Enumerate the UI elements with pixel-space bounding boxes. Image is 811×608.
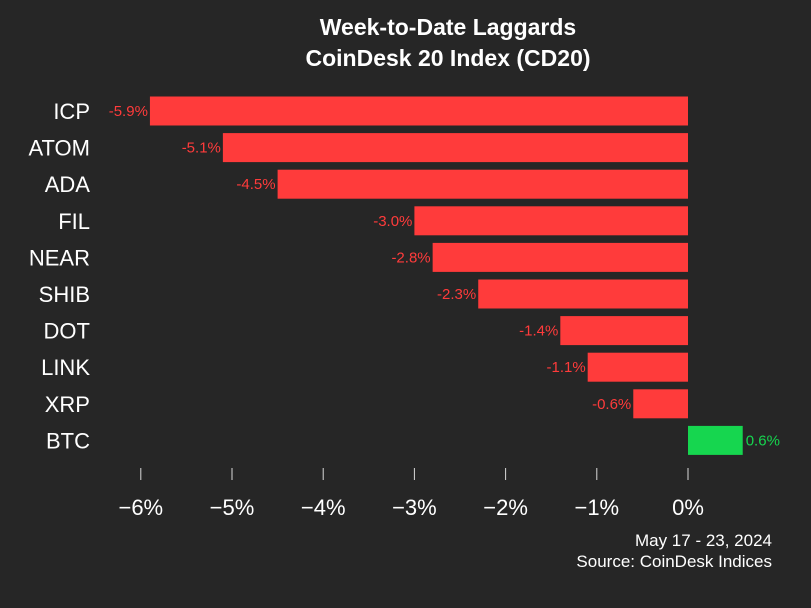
source-note: Source: CoinDesk Indices xyxy=(576,552,772,571)
category-label-shib: SHIB xyxy=(39,282,90,307)
category-label-icp: ICP xyxy=(53,99,90,124)
date-range: May 17 - 23, 2024 xyxy=(635,531,772,550)
bar-icp xyxy=(149,96,689,126)
bar-dot xyxy=(560,316,688,346)
bar-shib xyxy=(478,279,688,309)
category-label-link: LINK xyxy=(41,355,90,380)
category-label-btc: BTC xyxy=(46,428,90,453)
category-label-fil: FIL xyxy=(58,209,90,234)
bar-btc xyxy=(688,425,743,455)
bar-atom xyxy=(222,133,688,163)
value-label-fil: -3.0% xyxy=(373,213,412,230)
bar-near xyxy=(432,242,688,272)
chart-title: Week-to-Date Laggards xyxy=(320,14,576,40)
value-label-shib: -2.3% xyxy=(437,286,476,303)
category-label-xrp: XRP xyxy=(45,392,90,417)
category-label-atom: ATOM xyxy=(28,136,90,161)
value-label-ada: -4.5% xyxy=(236,176,275,193)
x-tick-label: −1% xyxy=(574,495,619,520)
x-tick-label: −5% xyxy=(210,495,255,520)
chart-subtitle: CoinDesk 20 Index (CD20) xyxy=(305,45,590,71)
x-tick-label: 0% xyxy=(672,495,704,520)
category-label-ada: ADA xyxy=(45,172,91,197)
bar-ada xyxy=(277,169,688,199)
value-label-link: -1.1% xyxy=(546,359,585,376)
value-label-xrp: -0.6% xyxy=(592,396,631,413)
x-tick-label: −2% xyxy=(483,495,528,520)
value-label-dot: -1.4% xyxy=(519,323,558,340)
bar-fil xyxy=(414,206,688,236)
value-label-atom: -5.1% xyxy=(182,140,221,157)
value-label-near: -2.8% xyxy=(391,249,430,266)
category-label-dot: DOT xyxy=(44,319,90,344)
value-label-btc: 0.6% xyxy=(746,432,780,449)
bar-link xyxy=(587,352,688,382)
bar-xrp xyxy=(633,389,688,419)
value-label-icp: -5.9% xyxy=(109,103,148,120)
x-tick-label: −4% xyxy=(301,495,346,520)
x-tick-label: −6% xyxy=(118,495,163,520)
category-label-near: NEAR xyxy=(29,245,90,270)
x-tick-label: −3% xyxy=(392,495,437,520)
